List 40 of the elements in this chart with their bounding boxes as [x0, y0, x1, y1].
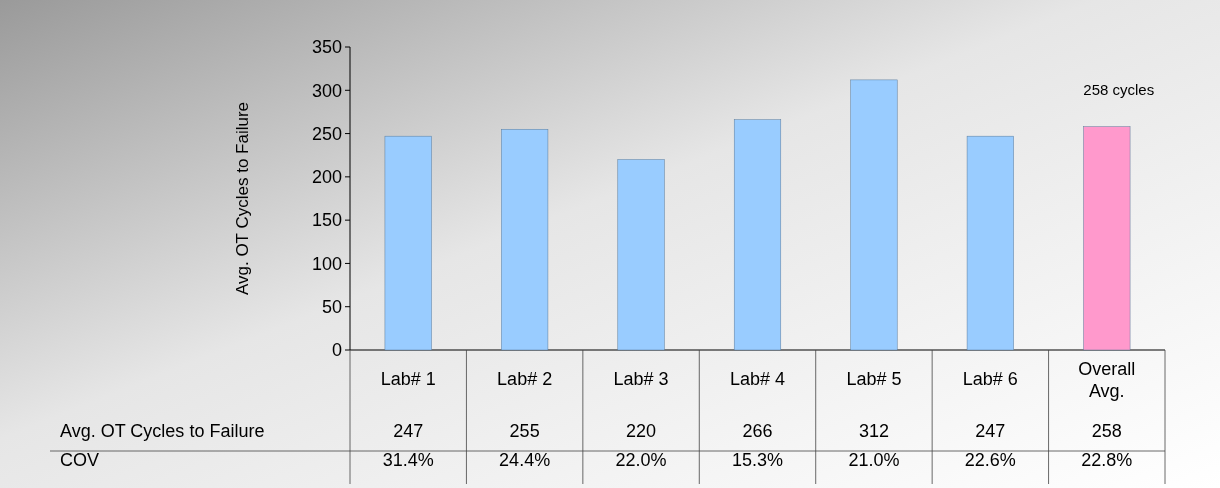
y-tick-label: 300 [311, 80, 342, 101]
text: 31.4% [382, 450, 434, 470]
data-label: 258 [1091, 421, 1122, 441]
text: COV [60, 450, 100, 470]
x-tick-label: Lab# 3 [613, 369, 669, 389]
bar [501, 128, 549, 351]
y-tick-label: 250 [311, 123, 342, 144]
text: 21.0% [848, 450, 900, 470]
text: 22.8% [1081, 450, 1133, 470]
y-axis-title: Avg. OT Cycles to Failure [60, 421, 265, 441]
x-tick-label: Overall Avg. [1078, 359, 1136, 401]
x-tick-label: Lab# 1 [380, 369, 436, 389]
text: 22.0% [615, 450, 667, 470]
bar [850, 79, 898, 351]
data-label: 220 [626, 421, 657, 441]
bar [617, 159, 665, 351]
annotation: 258 cycles [1083, 80, 1155, 98]
y-tick-label: 50 [321, 297, 342, 318]
text: Avg. OT Cycles to Failure [233, 101, 252, 296]
bar [733, 119, 782, 351]
text: 24.4% [499, 450, 551, 470]
x-tick-label: Lab# 6 [962, 369, 1018, 389]
y-tick-label: 350 [311, 37, 342, 58]
text: 15.3% [731, 450, 784, 470]
bar [1083, 126, 1131, 351]
x-tick-label: Lab# 2 [497, 369, 553, 389]
bar [966, 135, 1014, 351]
y-tick-label: 100 [311, 253, 342, 274]
y-tick-label: 150 [311, 210, 342, 231]
data-label: 247 [975, 421, 1006, 441]
data-label: 312 [858, 421, 889, 441]
data-label: 255 [509, 421, 540, 441]
data-label: 266 [742, 421, 773, 441]
y-tick-label: 0 [331, 340, 342, 361]
x-tick-label: Lab# 4 [729, 369, 786, 389]
bar [384, 135, 432, 351]
data-label: 247 [393, 421, 424, 441]
text: 22.6% [964, 450, 1016, 470]
y-tick-label: 200 [311, 167, 342, 188]
x-tick-label: Lab# 5 [846, 369, 902, 389]
